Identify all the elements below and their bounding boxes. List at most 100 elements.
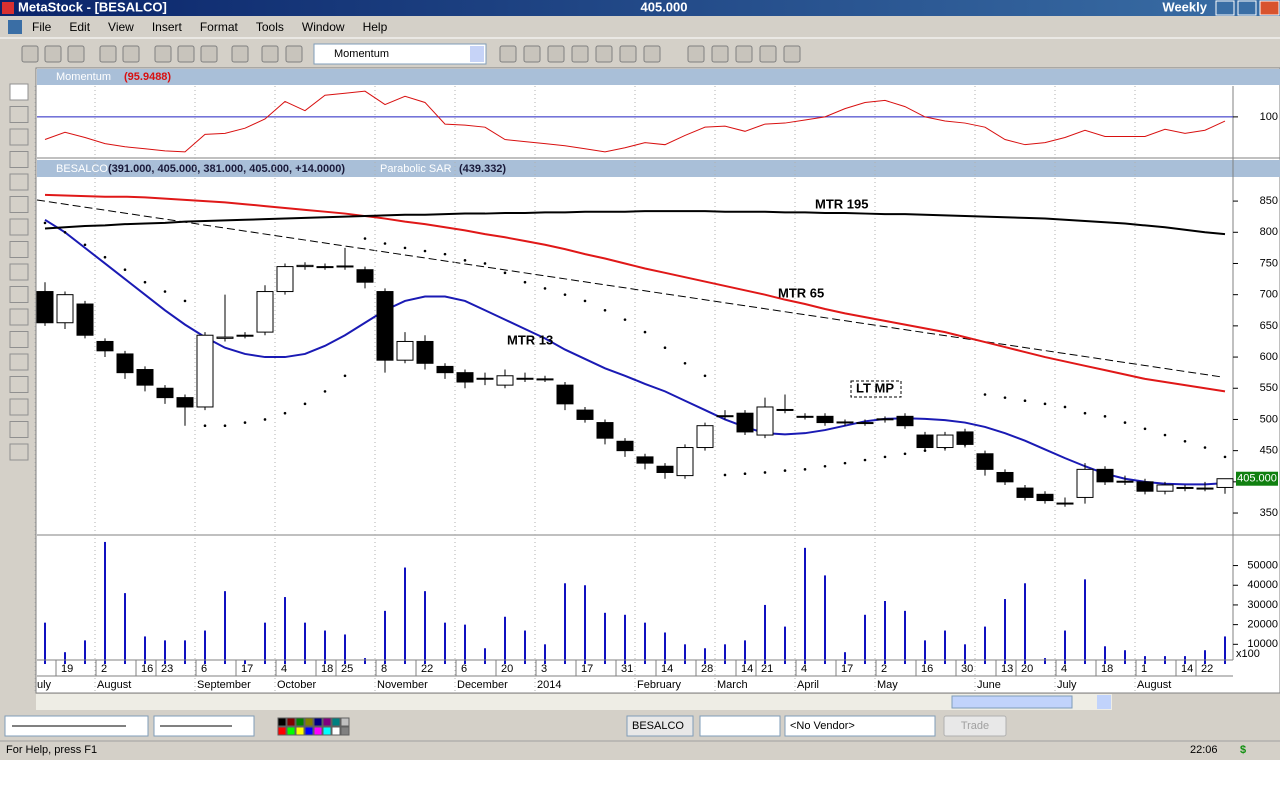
menu-item[interactable]: View xyxy=(108,20,134,34)
color-swatch[interactable] xyxy=(340,717,350,727)
candle-body xyxy=(756,406,774,436)
toolbar-button[interactable] xyxy=(177,45,195,63)
day-label: 16 xyxy=(921,663,933,675)
color-swatch[interactable] xyxy=(295,717,305,727)
candle-body xyxy=(816,415,834,424)
color-swatch[interactable] xyxy=(331,726,341,736)
color-swatch[interactable] xyxy=(331,717,341,727)
tool-button[interactable] xyxy=(9,353,29,371)
toolbar-button[interactable] xyxy=(21,45,39,63)
month-label: December xyxy=(457,679,508,691)
color-swatch[interactable] xyxy=(304,717,314,727)
toolbar-button[interactable] xyxy=(735,45,753,63)
toolbar-button[interactable] xyxy=(619,45,637,63)
toolbar-button[interactable] xyxy=(44,45,62,63)
color-swatch[interactable] xyxy=(286,726,296,736)
sar-dot xyxy=(683,361,687,365)
menu-item[interactable]: Window xyxy=(302,20,345,34)
candle-body xyxy=(356,269,374,283)
color-swatch[interactable] xyxy=(313,717,323,727)
toolbar-button[interactable] xyxy=(595,45,613,63)
toolbar-button[interactable] xyxy=(154,45,172,63)
account-select[interactable] xyxy=(699,715,781,737)
toolbar-button[interactable] xyxy=(571,45,589,63)
color-palette xyxy=(277,717,350,736)
tool-button[interactable] xyxy=(9,421,29,438)
sar-dot xyxy=(923,449,927,452)
toolbar-button[interactable] xyxy=(523,45,541,63)
color-swatch[interactable] xyxy=(286,717,296,727)
line-label: MTR 13 xyxy=(507,332,553,347)
menu-item[interactable]: Help xyxy=(363,20,388,34)
tool-button[interactable] xyxy=(9,398,29,416)
status-dollar: $ xyxy=(1240,744,1246,756)
toolbar-button[interactable] xyxy=(783,45,801,63)
tool-button[interactable] xyxy=(9,263,29,281)
toolbar-button[interactable] xyxy=(643,45,661,63)
sar-dot xyxy=(323,390,327,393)
month-label: 2014 xyxy=(537,679,561,691)
color-swatch[interactable] xyxy=(322,726,332,736)
restore-button[interactable] xyxy=(1237,0,1257,16)
last-price-label: 405.000 xyxy=(1237,473,1277,485)
scrollbar[interactable] xyxy=(36,694,1112,710)
y-tick-label: 650 xyxy=(1260,320,1278,332)
color-swatch[interactable] xyxy=(277,717,287,727)
tool-button[interactable] xyxy=(9,376,29,393)
tool-button[interactable] xyxy=(9,83,29,101)
sar-dot xyxy=(1043,402,1047,406)
tool-button[interactable] xyxy=(9,443,29,461)
color-swatch[interactable] xyxy=(304,726,314,736)
scroll-right[interactable] xyxy=(1097,695,1111,709)
day-label: 14 xyxy=(661,663,673,675)
scroll-left[interactable] xyxy=(37,695,51,709)
tool-button[interactable] xyxy=(9,128,29,146)
tool-button[interactable] xyxy=(9,173,29,191)
toolbar-button[interactable] xyxy=(122,45,140,63)
menu-item[interactable]: Tools xyxy=(256,20,284,34)
toolbar-button[interactable] xyxy=(285,45,303,63)
scroll-thumb[interactable] xyxy=(951,695,1073,709)
toolbar-button[interactable] xyxy=(547,45,565,63)
symbol-box[interactable] xyxy=(626,715,694,737)
toolbar-button[interactable] xyxy=(687,45,705,63)
indicator-select[interactable] xyxy=(313,43,487,65)
tool-button[interactable] xyxy=(9,151,29,168)
menu-item[interactable]: Insert xyxy=(152,20,183,34)
color-swatch[interactable] xyxy=(277,726,287,736)
candle-body xyxy=(416,340,434,364)
dropdown-arrow[interactable] xyxy=(470,46,484,62)
candle-body xyxy=(96,340,114,352)
color-swatch[interactable] xyxy=(313,726,323,736)
color-swatch[interactable] xyxy=(340,726,350,736)
sar-dot xyxy=(123,268,127,272)
tool-button[interactable] xyxy=(9,308,29,326)
tool-button[interactable] xyxy=(9,241,29,258)
toolbar-button[interactable] xyxy=(200,45,218,63)
tool-button[interactable] xyxy=(9,218,29,236)
toolbar-button[interactable] xyxy=(261,45,279,63)
menu-item[interactable]: Edit xyxy=(69,20,90,34)
sar-dot xyxy=(483,262,487,265)
tool-button[interactable] xyxy=(9,106,29,123)
toolbar-button[interactable] xyxy=(759,45,777,63)
vendor-select[interactable] xyxy=(784,715,936,737)
menu-item[interactable]: File xyxy=(32,20,52,34)
color-swatch[interactable] xyxy=(322,717,332,727)
color-swatch[interactable] xyxy=(295,726,305,736)
day-label: 20 xyxy=(1021,663,1033,675)
close-button[interactable] xyxy=(1259,0,1280,16)
toolbar-button[interactable] xyxy=(99,45,117,63)
trade-button[interactable] xyxy=(943,715,1007,737)
menu-item[interactable]: Format xyxy=(200,20,239,34)
toolbar-button[interactable] xyxy=(499,45,517,63)
tool-button[interactable] xyxy=(9,286,29,303)
minimize-button[interactable] xyxy=(1215,0,1235,16)
tool-button[interactable] xyxy=(9,331,29,348)
toolbar-button[interactable] xyxy=(231,45,249,63)
toolbar-button[interactable] xyxy=(711,45,729,63)
tool-button[interactable] xyxy=(9,196,29,213)
day-label: 8 xyxy=(381,663,387,675)
toolbar-button[interactable] xyxy=(67,45,85,63)
